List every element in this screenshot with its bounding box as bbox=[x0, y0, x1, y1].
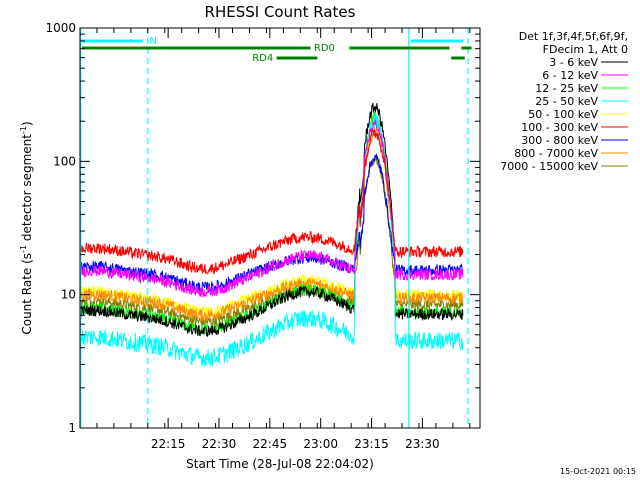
x-tick-label-1: 22:30 bbox=[202, 437, 237, 451]
series-group bbox=[79, 102, 464, 367]
legend-header-line-2: FDecim 1, Att 0 bbox=[543, 43, 628, 56]
y-tick-label-1: 10 bbox=[61, 288, 76, 302]
legend-label-6: 300 - 800 keV bbox=[521, 134, 598, 147]
x-tick-label-4: 23:15 bbox=[354, 437, 389, 451]
y-tick-label-2: 100 bbox=[53, 154, 76, 168]
night-label: N bbox=[149, 36, 156, 47]
series-line-4 bbox=[79, 126, 464, 318]
y-axis-label-sup-2: -1 bbox=[19, 126, 28, 134]
series-line-7 bbox=[79, 126, 464, 322]
y-axis-label-part-2: detector segment bbox=[20, 134, 34, 245]
y-axis-label-sup-1: -1 bbox=[19, 245, 28, 253]
legend-label-1: 6 - 12 keV bbox=[542, 69, 598, 82]
y-axis-label: Count Rate (s-1 detector segment-1) bbox=[19, 121, 34, 334]
x-tick-label-3: 23:00 bbox=[303, 437, 338, 451]
series-line-3 bbox=[79, 113, 464, 367]
chart-title: RHESSI Count Rates bbox=[205, 3, 356, 21]
y-axis-label-part-1: Count Rate (s bbox=[20, 253, 34, 335]
series-line-5 bbox=[79, 129, 464, 275]
legend-label-5: 100 - 300 keV bbox=[521, 121, 598, 134]
plot-frame bbox=[79, 27, 481, 429]
series-line-1 bbox=[79, 119, 464, 298]
generation-timestamp: 15-Oct-2021 00:15 bbox=[560, 467, 636, 476]
tick-group: 1 10 100 1000 22:15 22:30 22:45 23:00 23:15 23:30 bbox=[45, 21, 480, 451]
y-tick-label-0: 1 bbox=[68, 421, 76, 435]
x-tick-label-5: 23:30 bbox=[405, 437, 440, 451]
rd4-label: RD4 bbox=[252, 53, 273, 64]
legend-label-2: 12 - 25 keV bbox=[535, 82, 598, 95]
legend-header-line-1: Det 1f,3f,4f,5f,6f,9f, bbox=[519, 30, 628, 43]
y-axis-label-part-3: ) bbox=[20, 121, 34, 126]
legend-label-3: 25 - 50 keV bbox=[535, 95, 598, 108]
legend-label-0: 3 - 6 keV bbox=[549, 56, 598, 69]
legend-label-8: 7000 - 15000 keV bbox=[500, 160, 598, 173]
y-tick-label-3: 1000 bbox=[45, 21, 76, 35]
x-tick-label-2: 22:45 bbox=[253, 437, 288, 451]
legend-label-7: 800 - 7000 keV bbox=[514, 147, 598, 160]
legend-label-4: 50 - 100 keV bbox=[528, 108, 598, 121]
series-line-0 bbox=[79, 102, 464, 337]
annotation-group: N RD0 RD4 bbox=[80, 28, 472, 428]
x-axis-label: Start Time (28-Jul-08 22:04:02) bbox=[186, 457, 374, 471]
legend: Det 1f,3f,4f,5f,6f,9f, FDecim 1, Att 0 3… bbox=[500, 30, 628, 173]
series-line-6 bbox=[79, 153, 464, 294]
rd0-label: RD0 bbox=[314, 43, 335, 54]
x-tick-label-0: 22:15 bbox=[151, 437, 186, 451]
